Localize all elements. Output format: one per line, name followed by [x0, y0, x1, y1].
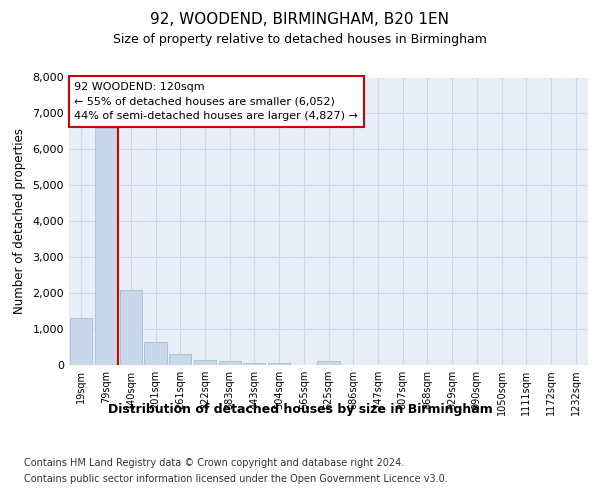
Text: Contains public sector information licensed under the Open Government Licence v3: Contains public sector information licen… — [24, 474, 448, 484]
Bar — [145, 342, 167, 365]
Text: Size of property relative to detached houses in Birmingham: Size of property relative to detached ho… — [113, 32, 487, 46]
Bar — [95, 128, 117, 365]
Bar — [243, 363, 265, 365]
Bar — [119, 290, 142, 365]
Bar — [268, 363, 290, 365]
Bar — [169, 354, 191, 365]
Bar — [70, 318, 92, 365]
Bar — [218, 362, 241, 365]
Text: 92 WOODEND: 120sqm
← 55% of detached houses are smaller (6,052)
44% of semi-deta: 92 WOODEND: 120sqm ← 55% of detached hou… — [74, 82, 358, 122]
Bar — [317, 362, 340, 365]
Text: 92, WOODEND, BIRMINGHAM, B20 1EN: 92, WOODEND, BIRMINGHAM, B20 1EN — [151, 12, 449, 28]
Y-axis label: Number of detached properties: Number of detached properties — [13, 128, 26, 314]
Bar — [194, 360, 216, 365]
Text: Contains HM Land Registry data © Crown copyright and database right 2024.: Contains HM Land Registry data © Crown c… — [24, 458, 404, 468]
Text: Distribution of detached houses by size in Birmingham: Distribution of detached houses by size … — [107, 402, 493, 415]
